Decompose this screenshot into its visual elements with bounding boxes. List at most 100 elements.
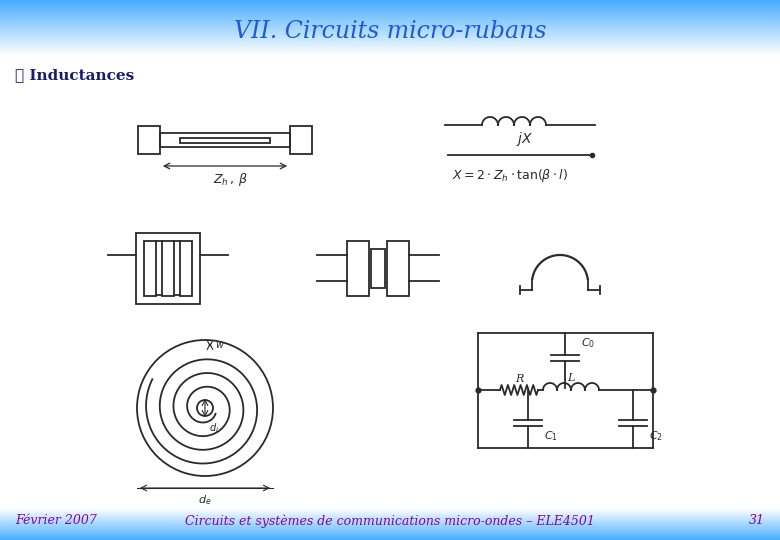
Bar — [0, 26, 780, 28]
Bar — [0, 519, 780, 521]
Bar — [0, 537, 780, 538]
Bar — [144, 241, 156, 296]
Bar — [0, 48, 780, 50]
Bar — [0, 513, 780, 515]
Text: ❖ Inductances: ❖ Inductances — [15, 68, 134, 82]
Bar — [0, 42, 780, 44]
Text: $C_0$: $C_0$ — [581, 336, 595, 350]
Bar — [0, 0, 780, 2]
Bar — [0, 535, 780, 537]
Bar — [0, 4, 780, 5]
Bar — [136, 233, 200, 304]
Bar — [347, 241, 369, 296]
Bar — [160, 133, 290, 147]
Bar — [0, 22, 780, 24]
Bar — [0, 17, 780, 18]
Text: $C_2$: $C_2$ — [649, 429, 663, 443]
Bar — [0, 511, 780, 512]
Bar — [0, 34, 780, 36]
Bar — [0, 20, 780, 22]
Bar — [162, 241, 174, 296]
Bar — [0, 14, 780, 16]
Bar — [138, 126, 160, 154]
Bar — [0, 43, 780, 44]
Text: 31: 31 — [749, 515, 765, 528]
Text: Circuits et systèmes de communications micro-ondes – ELE4501: Circuits et systèmes de communications m… — [185, 514, 595, 528]
Bar — [0, 522, 780, 523]
Text: $C_1$: $C_1$ — [544, 429, 558, 443]
Bar — [0, 532, 780, 534]
Bar — [0, 516, 780, 517]
Bar — [0, 11, 780, 12]
Text: $Z_h\,,\,\beta$: $Z_h\,,\,\beta$ — [213, 172, 247, 188]
Bar — [0, 9, 780, 10]
Bar — [0, 53, 780, 55]
Bar — [0, 15, 780, 17]
Text: R: R — [515, 374, 523, 384]
Bar — [0, 38, 780, 39]
Text: $d_e$: $d_e$ — [198, 493, 211, 507]
Bar — [0, 6, 780, 8]
Bar — [0, 508, 780, 510]
Bar — [0, 12, 780, 14]
Bar — [0, 531, 780, 532]
Bar — [0, 533, 780, 535]
Bar — [0, 36, 780, 37]
Bar — [0, 49, 780, 51]
Bar — [0, 35, 780, 37]
Bar — [0, 13, 780, 15]
Bar — [0, 521, 780, 523]
Bar — [0, 25, 780, 26]
Bar — [0, 5, 780, 6]
Bar — [0, 18, 780, 19]
Bar — [0, 512, 780, 514]
Bar — [0, 517, 780, 518]
Bar — [0, 52, 780, 53]
Bar — [0, 520, 780, 522]
Text: w: w — [215, 340, 223, 350]
Bar — [0, 24, 780, 25]
Bar — [0, 19, 780, 21]
Bar — [0, 37, 780, 38]
Bar — [290, 126, 312, 154]
Bar — [0, 510, 780, 511]
Bar — [0, 45, 780, 46]
Bar — [0, 525, 780, 526]
Bar — [0, 3, 780, 4]
Bar — [0, 40, 780, 42]
Bar — [180, 241, 192, 296]
Bar — [180, 138, 270, 143]
Bar — [0, 515, 780, 516]
Bar — [0, 523, 780, 524]
Bar — [0, 27, 780, 29]
Bar — [0, 10, 780, 11]
Bar — [0, 7, 780, 9]
Bar — [0, 528, 780, 530]
Text: $jX$: $jX$ — [516, 130, 534, 148]
Bar — [0, 31, 780, 32]
Bar — [0, 50, 780, 51]
Bar — [0, 16, 780, 17]
Bar — [0, 46, 780, 48]
Bar — [0, 536, 780, 537]
Bar — [0, 21, 780, 23]
Bar — [0, 54, 780, 56]
Text: $X = 2 \cdot Z_h \cdot \tan(\beta \cdot l)$: $X = 2 \cdot Z_h \cdot \tan(\beta \cdot … — [452, 166, 568, 184]
Bar — [0, 23, 780, 24]
Bar — [0, 538, 780, 539]
Bar — [0, 39, 780, 40]
Bar — [0, 530, 780, 531]
Bar — [0, 32, 780, 33]
Bar — [0, 29, 780, 30]
Bar — [0, 524, 780, 525]
Bar — [0, 8, 780, 10]
Bar — [0, 514, 780, 516]
Bar — [0, 509, 780, 510]
Bar — [0, 534, 780, 536]
Bar — [0, 539, 780, 540]
Bar — [0, 33, 780, 35]
Bar — [0, 28, 780, 30]
Bar — [0, 526, 780, 528]
Bar — [371, 249, 385, 288]
Bar — [0, 44, 780, 45]
